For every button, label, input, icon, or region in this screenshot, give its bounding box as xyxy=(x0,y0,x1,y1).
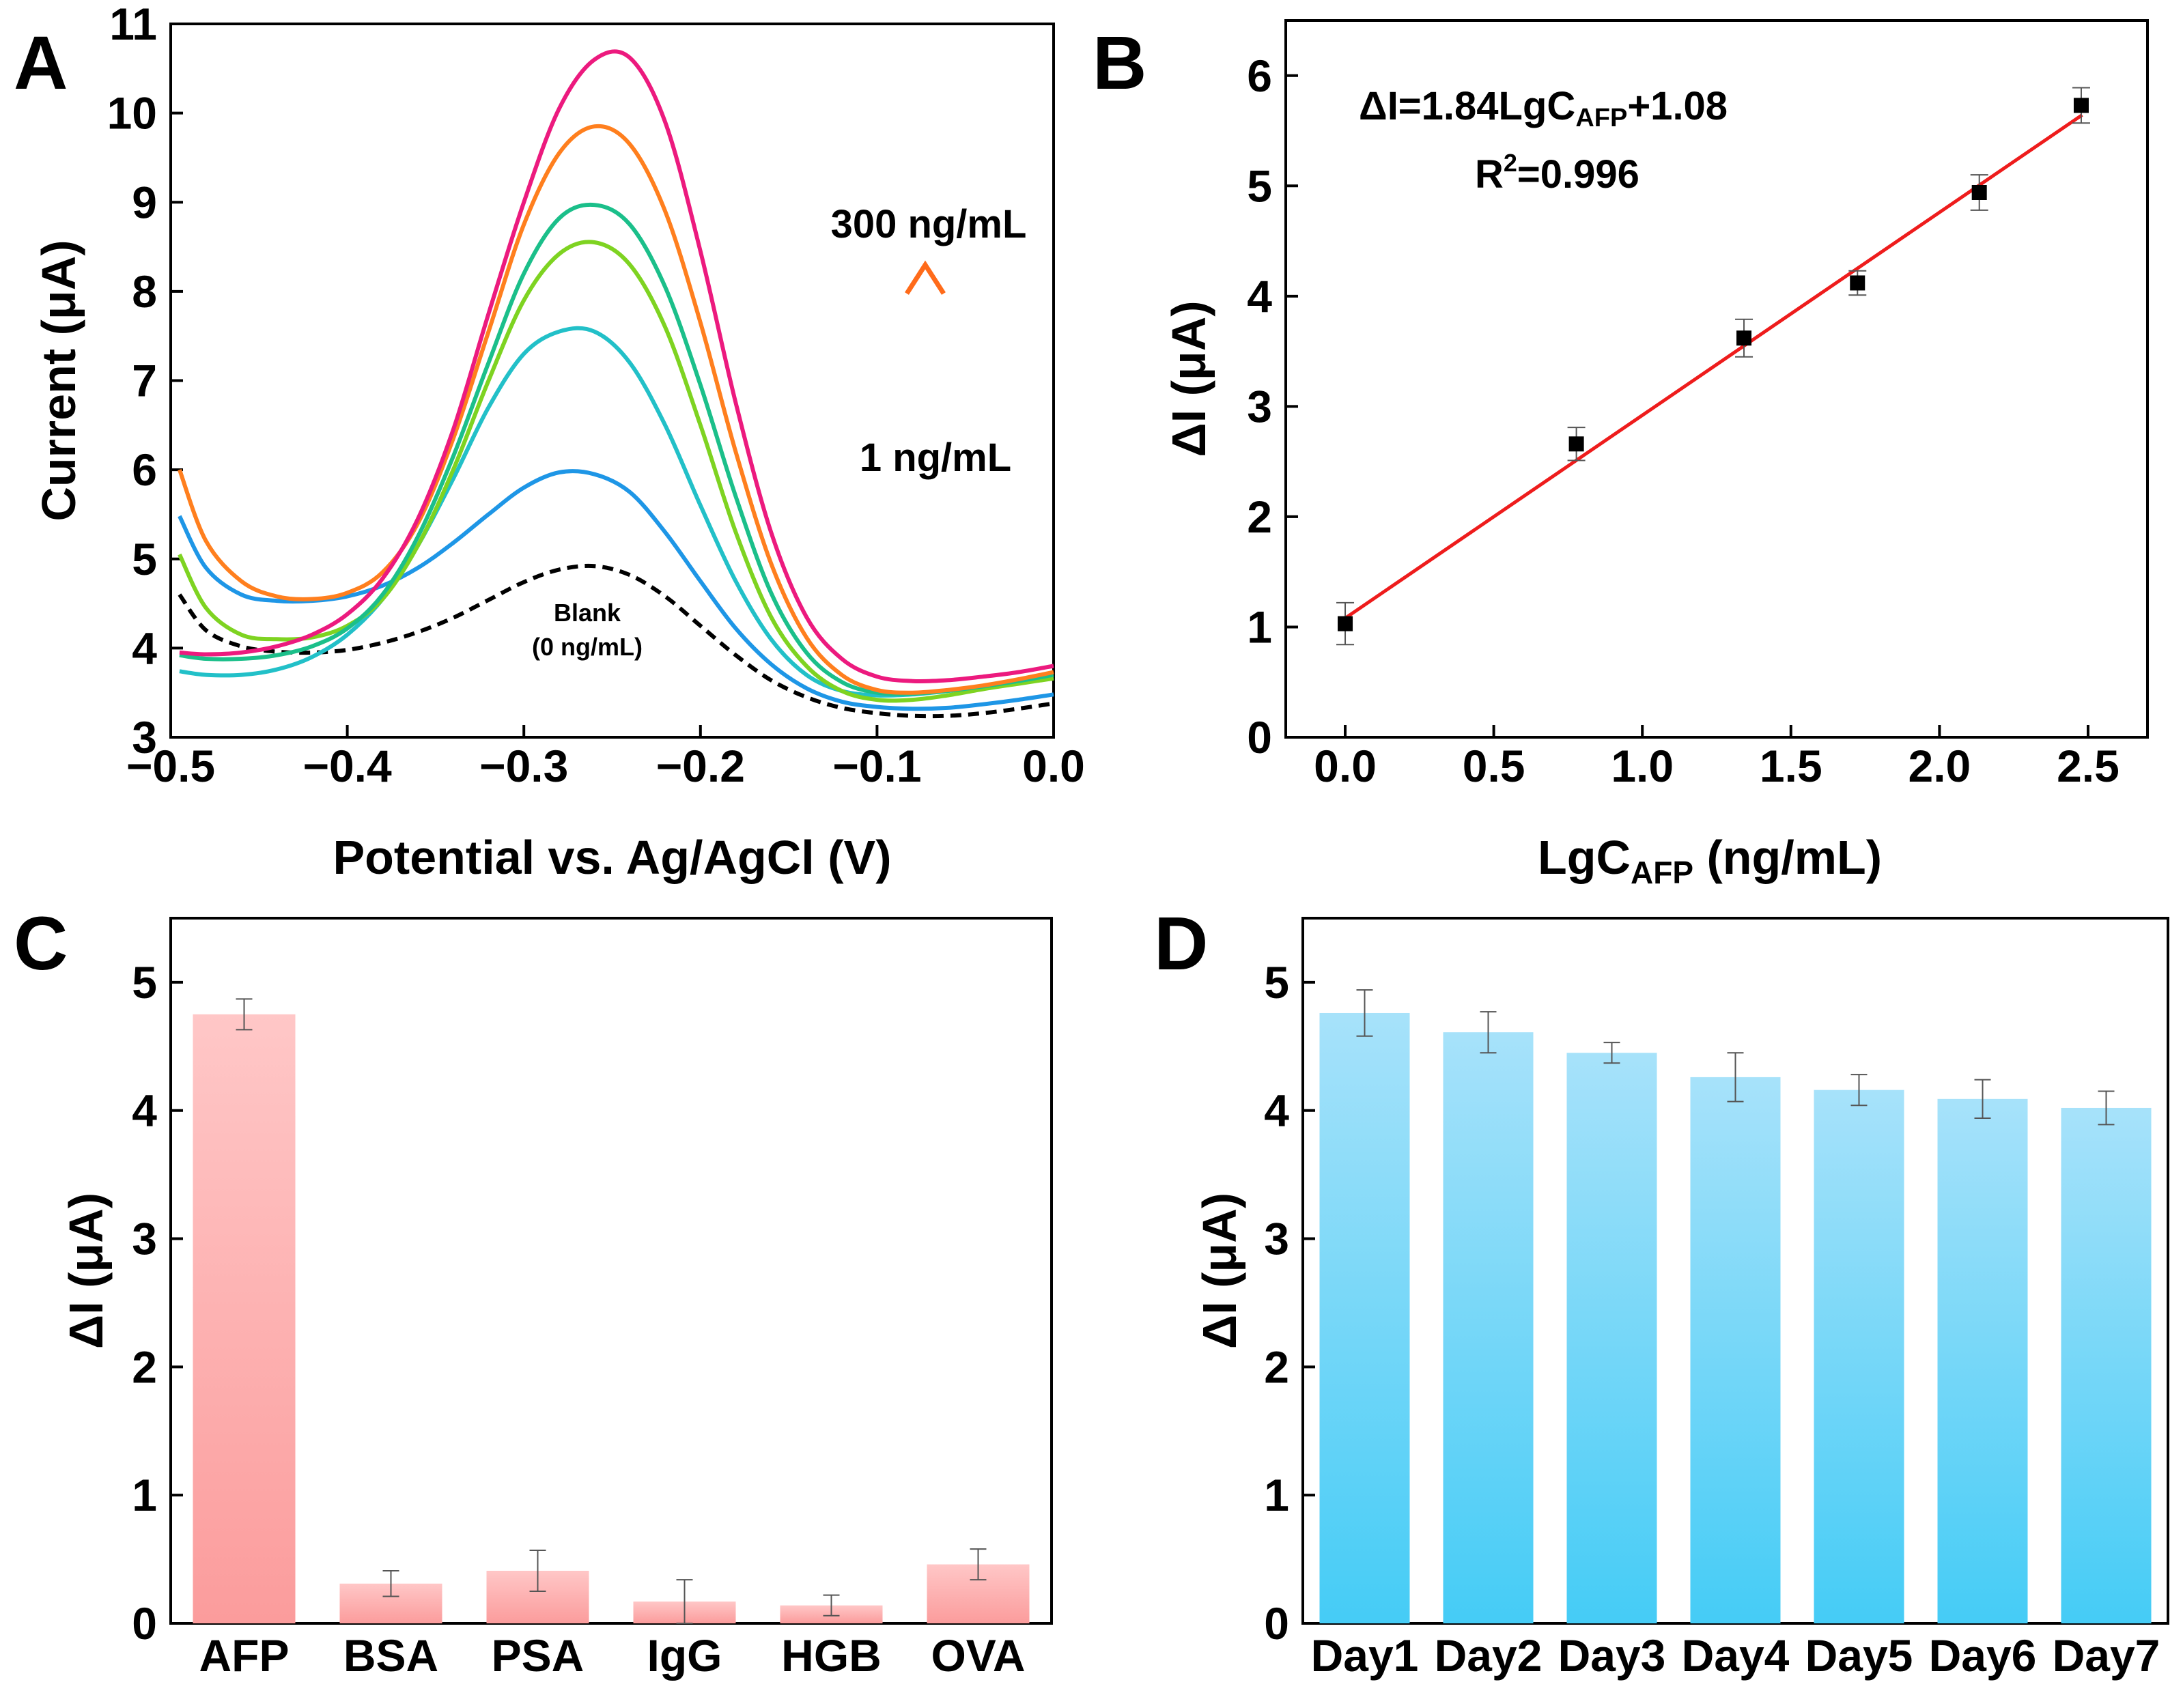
y-tick-label: 10 xyxy=(107,88,157,139)
y-axis-title: ΔI (μA) xyxy=(1193,1193,1246,1349)
y-tick-label: 3 xyxy=(1247,381,1272,431)
y-tick-label: 3 xyxy=(132,1214,157,1264)
data-point xyxy=(1971,185,1987,200)
panel-letter-a: A xyxy=(14,21,68,105)
y-tick-label: 3 xyxy=(1264,1214,1289,1264)
x-tick-label: 1.0 xyxy=(1611,741,1674,791)
y-tick-label: 0 xyxy=(132,1598,157,1649)
x-tick-label: −0.1 xyxy=(832,741,921,791)
x-tick-label: −0.5 xyxy=(126,741,215,791)
fit-equation: ΔI=1.84LgCAFP+1.08 xyxy=(1359,84,1728,132)
y-tick-label: 0 xyxy=(1264,1598,1289,1649)
y-tick-label: 2 xyxy=(1264,1341,1289,1392)
y-tick-label: 7 xyxy=(132,356,157,406)
panel-b-calibration: 0.0 0.5 1.0 1.5 2.0 2.5 0 1 2 3 4 5 6 LgCAFP (ng/mL) Δ… xyxy=(1162,19,2149,890)
x-axis-title: Potential vs. Ag/AgCl (V) xyxy=(333,831,891,884)
fit-line xyxy=(1344,113,2083,620)
x-category-label: PSA xyxy=(492,1630,585,1681)
y-axis-title: ΔI (μA) xyxy=(1162,300,1215,457)
plot-frame xyxy=(1284,19,2149,739)
r-squared: R2=0.996 xyxy=(1475,149,1639,197)
panel-letter-b: B xyxy=(1093,21,1146,105)
x-category-label: HGB xyxy=(781,1630,882,1681)
y-tick-label: 5 xyxy=(1264,957,1289,1008)
data-point xyxy=(1338,616,1353,631)
x-tick-label: 2.0 xyxy=(1909,741,1971,791)
y-tick-label: 1 xyxy=(1247,601,1272,652)
x-category-label: Day7 xyxy=(2053,1630,2160,1681)
data-point xyxy=(1850,275,1865,291)
x-category-label: Day1 xyxy=(1311,1630,1419,1681)
x-category-label: IgG xyxy=(647,1630,722,1681)
y-tick-label: 4 xyxy=(1264,1085,1289,1136)
bar xyxy=(2061,1107,2152,1623)
y-tick-label: 11 xyxy=(109,0,157,49)
blank-label-conc: (0 ng/mL) xyxy=(532,633,643,661)
series-line xyxy=(178,563,1054,719)
x-category-label: OVA xyxy=(931,1630,1025,1681)
y-tick-label: 0 xyxy=(1247,712,1272,763)
data-point xyxy=(1736,330,1752,346)
y-tick-label: 4 xyxy=(132,623,157,673)
plot-frame xyxy=(169,917,1053,1625)
x-tick-label: 1.5 xyxy=(1760,741,1822,791)
panel-d-stability: 0 1 2 3 4 5 ΔI (μA) Day1 Day2 Day3 Day4 Day5 Day6 Day… xyxy=(1193,917,2169,1681)
y-tick-label: 4 xyxy=(1247,271,1272,322)
y-tick-label: 5 xyxy=(132,957,157,1008)
bar xyxy=(1566,1053,1657,1623)
y-tick-label: 9 xyxy=(132,177,157,227)
series-line xyxy=(179,49,1054,684)
y-tick-label: 3 xyxy=(132,712,157,763)
x-tick-label: −0.2 xyxy=(656,741,745,791)
data-point xyxy=(1568,436,1584,452)
x-category-label: Day6 xyxy=(1929,1630,2037,1681)
panel-letter-d: D xyxy=(1154,902,1208,986)
bar xyxy=(193,1014,296,1623)
y-axis-title: ΔI (μA) xyxy=(59,1193,113,1349)
y-tick-label: 2 xyxy=(1247,492,1272,542)
annotation-top-conc: 300 ng/mL xyxy=(831,202,1027,246)
x-category-label: AFP xyxy=(199,1630,290,1681)
bar xyxy=(1937,1098,2028,1623)
y-tick-label: 8 xyxy=(132,266,157,317)
x-tick-label: 0.0 xyxy=(1022,741,1085,791)
x-category-label: BSA xyxy=(343,1630,438,1681)
panel-letter-c: C xyxy=(14,902,68,986)
bar xyxy=(1814,1090,1904,1623)
bar xyxy=(1690,1077,1781,1623)
x-category-label: Day2 xyxy=(1435,1630,1543,1681)
series-line xyxy=(179,202,1054,696)
x-tick-label: 0.5 xyxy=(1463,741,1525,791)
x-category-label: Day5 xyxy=(1805,1630,1913,1681)
x-category-label: Day4 xyxy=(1682,1630,1790,1681)
y-tick-label: 6 xyxy=(132,444,157,495)
bar xyxy=(1443,1032,1534,1623)
y-tick-label: 4 xyxy=(132,1085,157,1136)
series-line xyxy=(178,124,1054,695)
y-tick-label: 5 xyxy=(132,534,157,584)
y-tick-label: 1 xyxy=(1264,1470,1289,1520)
arrow-head-icon xyxy=(905,260,946,295)
y-tick-label: 6 xyxy=(1247,51,1272,101)
series-line xyxy=(178,240,1054,703)
panel-c-selectivity: 0 1 2 3 4 5 ΔI (μA) AFP BSA PSA IgG HGB OVA xyxy=(59,917,1053,1681)
y-tick-label: 1 xyxy=(132,1470,157,1520)
data-point xyxy=(2073,98,2089,113)
x-category-label: Day3 xyxy=(1558,1630,1666,1681)
y-tick-label: 2 xyxy=(132,1341,157,1392)
x-tick-label: 0.0 xyxy=(1314,741,1377,791)
annotation-bottom-conc: 1 ng/mL xyxy=(860,436,1011,480)
series-line xyxy=(178,469,1054,711)
x-tick-label: 2.5 xyxy=(2057,741,2119,791)
bar xyxy=(1319,1012,1410,1623)
y-axis-title: Current (μA) xyxy=(32,240,85,521)
blank-label: Blank xyxy=(554,599,621,627)
y-tick-label: 5 xyxy=(1247,160,1272,211)
panel-a-dpv-curves: −0.5 −0.4 −0.3 −0.2 −0.1 0.0 3 4 5 6 7 8 9 10 11 Potent… xyxy=(32,0,1085,884)
x-axis-title: LgCAFP (ng/mL) xyxy=(1538,831,1882,890)
x-tick-label: −0.3 xyxy=(479,741,568,791)
x-tick-label: −0.4 xyxy=(302,741,392,791)
